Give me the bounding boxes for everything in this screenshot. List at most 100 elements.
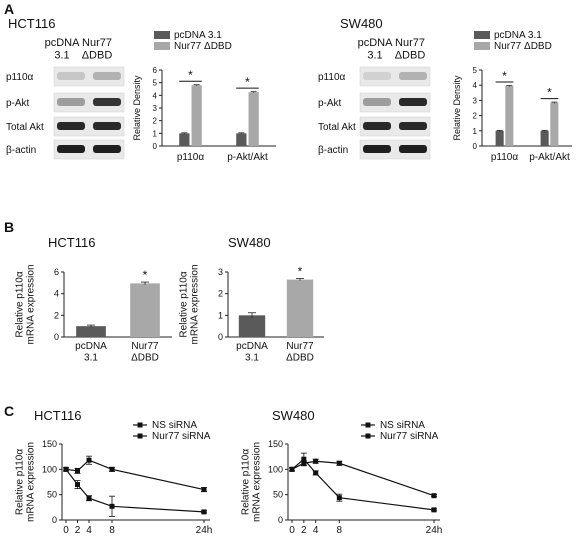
x-tick-label: 0 (289, 525, 295, 536)
blot-band (363, 145, 391, 153)
legend-marker (365, 422, 371, 428)
legend-label: Nur77 ΔDBD (174, 41, 232, 52)
blot-strip (53, 66, 125, 87)
blot-band (363, 122, 391, 130)
bar-pcdna (236, 133, 247, 146)
data-point (431, 507, 437, 513)
legend-swatch (474, 42, 490, 50)
y-axis-label-line: mRNA expression (190, 264, 201, 344)
x-category-label: p110α (491, 152, 519, 163)
significance-star: * (188, 68, 193, 82)
blot-band (93, 122, 121, 130)
blot-row-label: Total Akt (318, 122, 356, 133)
legend-swatch (474, 31, 490, 39)
x-tick-label: 24h (196, 525, 213, 536)
blot-band (363, 72, 391, 80)
y-axis-label-line: Relative p110α (241, 449, 252, 515)
blot-band (57, 72, 85, 80)
blot-row-label: Total Akt (6, 122, 44, 133)
chart-title: SW480 (272, 408, 315, 423)
panel-letter-c: C (4, 403, 14, 419)
blot-band (93, 145, 121, 153)
y-axis-label: Relative Density (132, 75, 142, 141)
data-point (336, 460, 342, 466)
y-tick-label: 1 (153, 129, 158, 138)
panel-letter-a: A (4, 1, 14, 17)
blot-strip (359, 66, 431, 87)
y-tick-label: 0 (54, 332, 59, 342)
x-category-label: pcDNA 3.1 (236, 341, 268, 364)
chart-b-hct116: HCT116 0 2 4 6 Relative p110α mRNA expression p… (15, 235, 172, 364)
legend-swatch (154, 42, 170, 50)
lane-label: pcDNA 3.1 (358, 37, 394, 62)
x-category-label: p-Akt/Akt (529, 152, 570, 163)
legend-marker (365, 433, 371, 439)
blot-row-label: p-Akt (318, 98, 342, 109)
bar-pcdna (179, 133, 190, 146)
legend-marker (137, 422, 143, 428)
y-tick-label: 5 (153, 79, 158, 88)
chart-b-sw480: SW480 0 1 2 3 Relative p110α mRNA expression pc… (179, 235, 324, 364)
chart-a-hct116: 0 1 2 3 4 5 6 Relative Density p110α * p-Akt/Akt * p… (132, 30, 276, 163)
data-point (431, 493, 437, 499)
series-line-nur77 (291, 458, 435, 511)
y-axis-label-line: Relative p110α (15, 449, 26, 515)
data-point (75, 482, 80, 488)
y-tick-label: 4 (473, 81, 478, 90)
blot-row-label: p-Akt (6, 98, 30, 109)
y-axis-label: Relative p110α mRNA expression (179, 264, 201, 344)
significance-star: * (298, 265, 303, 279)
data-point (86, 457, 92, 463)
y-tick-label: 5 (473, 66, 478, 75)
series-line-nur77 (65, 468, 205, 513)
x-category-label: Nur77 ΔDBD (286, 341, 314, 364)
y-tick-label: 100 (42, 464, 57, 474)
y-tick-label: 1 (473, 127, 478, 136)
y-tick-label: 4 (153, 91, 158, 100)
blot-band (57, 98, 85, 106)
data-point (109, 503, 115, 509)
legend-swatch (154, 31, 170, 39)
lane-label: Nur77 ΔDBD (82, 37, 113, 62)
y-axis-label-line: Relative Density (452, 75, 462, 141)
y-tick-label: 0 (278, 515, 283, 525)
y-tick-label: 150 (268, 439, 283, 449)
y-tick-label: 1 (218, 310, 223, 320)
y-axis-label-line: Relative Density (132, 75, 142, 141)
y-tick-label: 3 (473, 96, 478, 105)
blot-band (363, 98, 391, 106)
blot-band (399, 98, 427, 106)
data-point (201, 487, 207, 493)
y-tick-label: 2 (218, 289, 223, 299)
blot-band (399, 145, 427, 153)
y-tick-label: 4 (54, 289, 59, 299)
data-point (109, 466, 115, 472)
bar-nur77 (286, 279, 314, 337)
data-point (86, 495, 92, 501)
y-tick-label: 0 (153, 142, 158, 151)
legend-marker (137, 433, 143, 439)
lane-label: pcDNA 3.1 (45, 37, 81, 62)
y-tick-label: 0 (218, 332, 223, 342)
data-point (313, 458, 319, 464)
legend-label: Nur77 ΔDBD (494, 41, 552, 52)
legend-label: Nur77 siRNA (152, 431, 211, 442)
bar-pcdna (238, 315, 266, 337)
panel-letter-b: B (4, 219, 14, 235)
x-category-label: p-Akt/Akt (227, 152, 268, 163)
x-category-label: Nur77 ΔDBD (131, 341, 159, 364)
y-tick-label: 150 (42, 439, 57, 449)
significance-star: * (245, 75, 250, 89)
y-tick-label: 6 (54, 267, 59, 277)
y-tick-label: 50 (47, 490, 57, 500)
blot-row-label: β-actin (6, 145, 36, 156)
blot-strip (53, 139, 125, 160)
y-tick-label: 0 (52, 515, 57, 525)
y-tick-label: 50 (273, 490, 283, 500)
chart-title: HCT116 (34, 408, 81, 423)
y-tick-label: 2 (54, 310, 59, 320)
bar-nur77 (130, 283, 160, 337)
